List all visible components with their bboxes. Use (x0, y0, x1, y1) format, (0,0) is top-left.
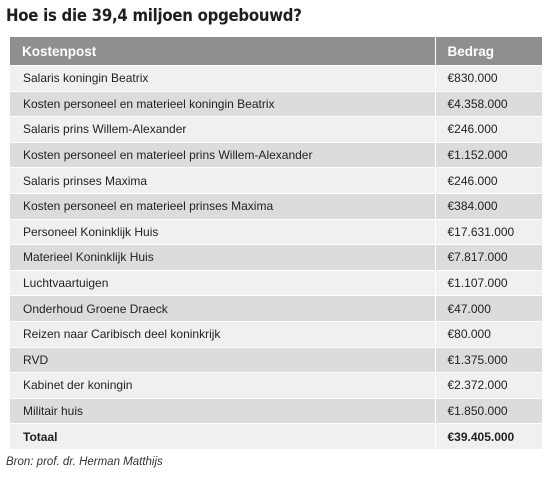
cell-kostenpost: Salaris prinses Maxima (10, 167, 435, 194)
cell-kostenpost: RVD (10, 347, 435, 374)
cell-bedrag: €80.000 (434, 321, 542, 348)
table-row: RVD €1.375.000 (10, 347, 542, 374)
cell-kostenpost: Kosten personeel en materieel prinses Ma… (10, 193, 435, 220)
cell-kostenpost: Onderhoud Groene Draeck (10, 295, 435, 322)
cell-kostenpost: Personeel Koninklijk Huis (10, 219, 435, 246)
cell-bedrag: €4.358.000 (434, 91, 542, 118)
cell-bedrag: €7.817.000 (434, 244, 542, 271)
cost-table: Kostenpost Bedrag Salaris koningin Beatr… (10, 37, 542, 450)
table-row: Salaris prinses Maxima €246.000 (10, 167, 542, 194)
cell-kostenpost: Luchtvaartuigen (10, 270, 435, 297)
total-amount: €39.405.000 (434, 423, 542, 450)
cell-bedrag: €384.000 (434, 193, 542, 220)
cell-kostenpost: Kosten personeel en materieel koningin B… (10, 91, 435, 118)
table-row: Kabinet der koningin €2.372.000 (10, 372, 542, 399)
cell-kostenpost: Reizen naar Caribisch deel koninkrijk (10, 321, 435, 348)
cell-kostenpost: Kabinet der koningin (10, 372, 435, 399)
cell-kostenpost: Materieel Koninklijk Huis (10, 244, 435, 271)
cell-kostenpost: Salaris koningin Beatrix (10, 65, 435, 92)
cell-kostenpost: Kosten personeel en materieel prins Will… (10, 142, 435, 169)
cell-bedrag: €246.000 (434, 116, 542, 143)
cell-bedrag: €246.000 (434, 167, 542, 194)
cell-bedrag: €2.372.000 (434, 372, 542, 399)
cell-kostenpost: Salaris prins Willem-Alexander (10, 116, 435, 143)
page-title: Hoe is die 39,4 miljoen opgebouwd? (6, 6, 302, 26)
column-header-bedrag: Bedrag (434, 37, 542, 66)
cell-bedrag: €47.000 (434, 295, 542, 322)
total-label: Totaal (10, 423, 435, 450)
source-note: Bron: prof. dr. Herman Matthijs (6, 456, 163, 468)
table-row: Reizen naar Caribisch deel koninkrijk €8… (10, 321, 542, 348)
table-row: Personeel Koninklijk Huis €17.631.000 (10, 219, 542, 246)
table-header: Kostenpost Bedrag (10, 37, 542, 66)
cost-table-container: Kostenpost Bedrag Salaris koningin Beatr… (10, 37, 542, 450)
cell-kostenpost: Militair huis (10, 398, 435, 425)
column-header-kostenpost: Kostenpost (10, 37, 435, 66)
cell-bedrag: €1.375.000 (434, 347, 542, 374)
table-row: Salaris prins Willem-Alexander €246.000 (10, 116, 542, 143)
total-row: Totaal €39.405.000 (10, 423, 542, 450)
header-row: Kostenpost Bedrag (10, 37, 542, 66)
table-row: Onderhoud Groene Draeck €47.000 (10, 295, 542, 322)
table-row: Salaris koningin Beatrix €830.000 (10, 65, 542, 92)
cell-bedrag: €1.850.000 (434, 398, 542, 425)
table-row: Kosten personeel en materieel prinses Ma… (10, 193, 542, 220)
table-body: Salaris koningin Beatrix €830.000 Kosten… (10, 65, 542, 450)
table-row: Kosten personeel en materieel koningin B… (10, 91, 542, 118)
cell-bedrag: €1.107.000 (434, 270, 542, 297)
cell-bedrag: €830.000 (434, 65, 542, 92)
cell-bedrag: €1.152.000 (434, 142, 542, 169)
table-row: Luchtvaartuigen €1.107.000 (10, 270, 542, 297)
table-row: Kosten personeel en materieel prins Will… (10, 142, 542, 169)
table-row: Militair huis €1.850.000 (10, 398, 542, 425)
table-row: Materieel Koninklijk Huis €7.817.000 (10, 244, 542, 271)
cell-bedrag: €17.631.000 (434, 219, 542, 246)
